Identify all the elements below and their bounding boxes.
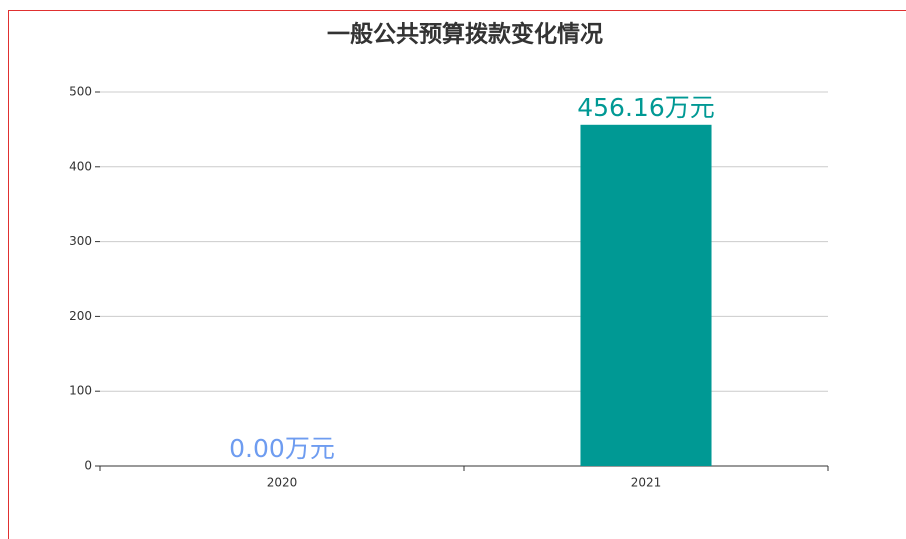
x-tick-label: 2021 <box>631 476 662 490</box>
y-tick-label: 400 <box>69 159 92 173</box>
y-tick-label: 300 <box>69 234 92 248</box>
x-tick-label: 2020 <box>267 476 298 490</box>
y-tick-label: 200 <box>69 309 92 323</box>
y-tick-label: 100 <box>69 384 92 398</box>
data-label: 0.00万元 <box>229 434 335 463</box>
data-label: 456.16万元 <box>577 93 714 122</box>
chart-title: 一般公共预算拨款变化情况 <box>327 21 603 48</box>
y-tick-label: 0 <box>84 459 92 473</box>
y-tick-label: 500 <box>69 85 92 99</box>
bar <box>580 124 712 466</box>
